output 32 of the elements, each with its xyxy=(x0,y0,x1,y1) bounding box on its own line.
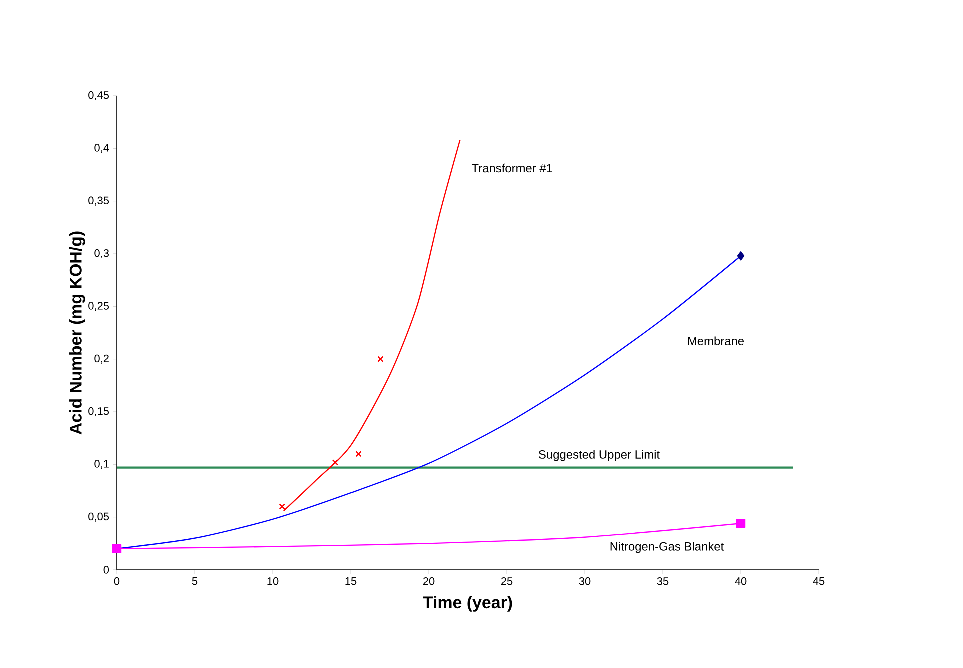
x-tick-label: 10 xyxy=(268,578,279,586)
y-tick-label: 0,25 xyxy=(88,302,110,312)
y-tick-label: 0 xyxy=(104,566,110,574)
x-tick-label: 30 xyxy=(579,578,591,586)
x-tick-label: 40 xyxy=(735,578,747,586)
point xyxy=(112,544,122,554)
point xyxy=(736,519,746,528)
y-tick-label: 0,1 xyxy=(94,460,109,470)
y-tick-label: 0,05 xyxy=(88,512,110,522)
text: Membrane xyxy=(688,336,744,346)
ref-line-label: Suggested Upper Limit xyxy=(539,450,660,462)
y-tick-label: 0,4 xyxy=(94,144,110,154)
series-label: Nitrogen-Gas Blanket xyxy=(610,542,724,554)
y-axis-title: Acid Number (mg KOH/g) xyxy=(69,232,86,435)
x-tick-label: 35 xyxy=(657,578,669,586)
point xyxy=(356,451,362,458)
y-tick-label: 0,45 xyxy=(88,91,110,101)
y-tick-label: 0,15 xyxy=(88,407,110,417)
x-tick-label: 15 xyxy=(346,578,357,586)
x-tick-label: 45 xyxy=(813,578,825,586)
point xyxy=(737,252,745,261)
x-tick-label: 0 xyxy=(114,578,120,586)
y-tick-label: 0,3 xyxy=(94,249,109,259)
x-tick-label: 20 xyxy=(423,578,435,586)
series-label: Transformer #1 xyxy=(472,164,552,173)
x-tick-label: 5 xyxy=(192,578,198,586)
x-axis-title: Time (year) xyxy=(423,596,512,612)
x-tick-label: 25 xyxy=(501,578,513,586)
y-tick-label: 0,2 xyxy=(94,354,109,364)
point xyxy=(332,459,338,466)
point xyxy=(378,356,384,362)
y-tick-label: 0,35 xyxy=(88,196,110,206)
